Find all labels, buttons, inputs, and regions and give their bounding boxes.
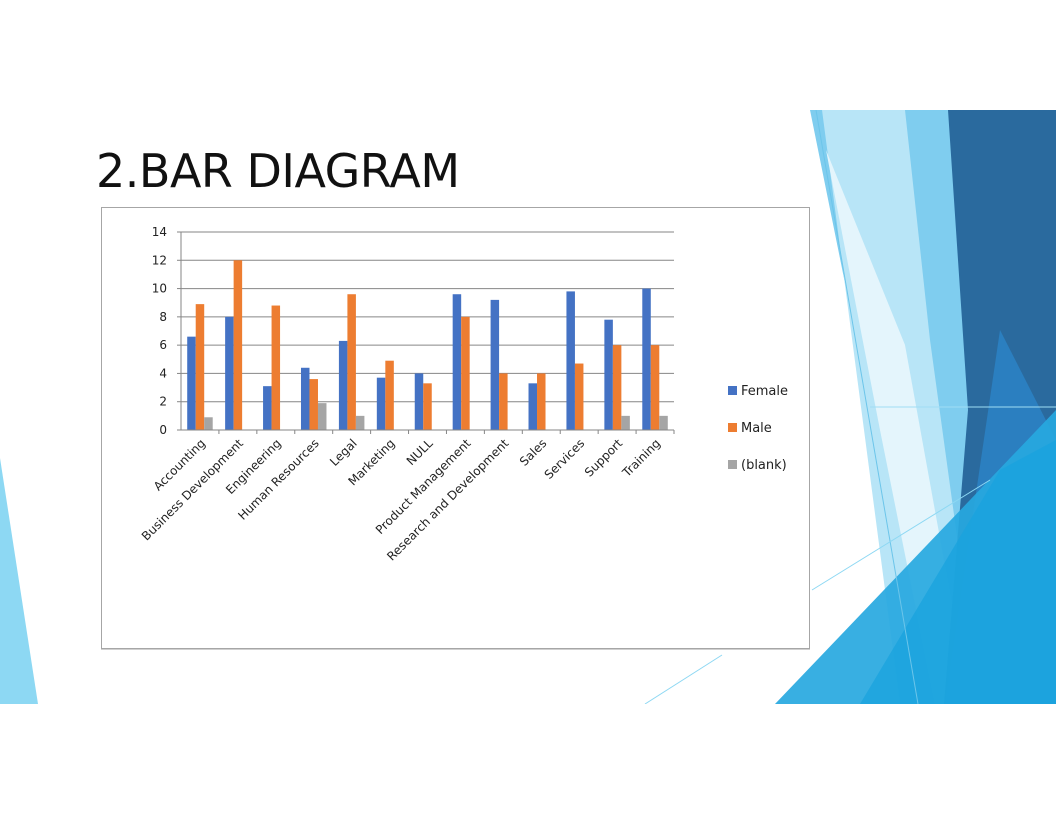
legend: Female Male (blank) <box>728 384 788 473</box>
chart-frame: 0 2 4 6 8 10 12 14 Accounting Business Developme… <box>101 207 810 649</box>
slide-decoration <box>0 110 1056 704</box>
decor-line-2 <box>644 654 723 704</box>
bar-male-research-and-development <box>499 373 508 430</box>
x-category-label: Services <box>542 436 588 482</box>
slide-title: 2.BAR DIAGRAM <box>96 144 460 198</box>
bar-blank-human-resources <box>317 403 327 430</box>
bar-male-legal <box>347 294 356 430</box>
y-tick-label: 2 <box>159 395 167 409</box>
bar-female-product-management <box>452 294 462 430</box>
bar-female-engineering <box>263 386 272 430</box>
y-tick-label: 8 <box>159 310 167 324</box>
bars <box>187 260 668 430</box>
legend-label: Female <box>741 384 788 399</box>
bar-male-engineering <box>271 305 281 430</box>
bar-male-business-development <box>233 260 243 430</box>
x-category-label: Support <box>582 436 626 480</box>
legend-label: Male <box>741 421 772 436</box>
x-category-label: Sales <box>517 436 549 468</box>
bottom-bright-triangle <box>860 440 1056 704</box>
x-category-label: NULL <box>404 436 436 468</box>
bar-male-human-resources <box>309 379 318 430</box>
y-tick-label: 4 <box>159 366 167 380</box>
decor-line-1 <box>815 110 919 704</box>
bar-blank-accounting <box>204 417 213 430</box>
y-tick-label: 0 <box>159 423 167 437</box>
bar-female-services <box>566 291 575 430</box>
bar-male-training <box>650 345 660 430</box>
legend-swatch-blank <box>728 460 737 469</box>
legend-swatch-male <box>728 423 737 432</box>
bar-male-marketing <box>385 360 394 430</box>
y-tick-label: 6 <box>159 338 167 352</box>
bar-male-accounting <box>195 304 205 430</box>
y-tick-label: 10 <box>152 282 167 296</box>
slide: 2.BAR DIAGRAM 0 2 4 6 8 10 12 14 Accounting Busi… <box>0 110 1056 704</box>
bar-female-human-resources <box>300 367 310 430</box>
bar-female-legal <box>338 340 348 430</box>
x-category-label: Training <box>619 436 663 480</box>
bar-blank-support <box>621 415 630 430</box>
bar-male-product-management <box>461 316 470 430</box>
bar-male-sales <box>537 373 546 430</box>
y-axis-ticks: 0 2 4 6 8 10 12 14 <box>152 225 181 437</box>
bar-female-business-development <box>225 316 234 430</box>
legend-label: (blank) <box>741 458 787 473</box>
bar-blank-legal <box>355 415 365 430</box>
bar-female-research-and-development <box>490 299 500 430</box>
bar-female-training <box>642 288 651 430</box>
legend-swatch-female <box>728 386 737 395</box>
bar-male-support <box>612 345 622 430</box>
bar-female-support <box>604 319 613 430</box>
y-tick-label: 12 <box>152 253 167 267</box>
bar-female-null <box>414 373 424 430</box>
y-tick-label: 14 <box>152 225 167 239</box>
x-category-label: Legal <box>327 436 360 469</box>
bar-male-null <box>423 383 432 430</box>
bar-female-accounting <box>187 336 196 430</box>
bar-blank-training <box>659 415 668 430</box>
axes <box>180 232 675 434</box>
bar-female-marketing <box>376 377 386 430</box>
bar-male-services <box>574 363 584 430</box>
decor-line-3 <box>811 479 991 591</box>
bar-female-sales <box>528 383 538 430</box>
left-accent-triangle <box>0 458 38 704</box>
